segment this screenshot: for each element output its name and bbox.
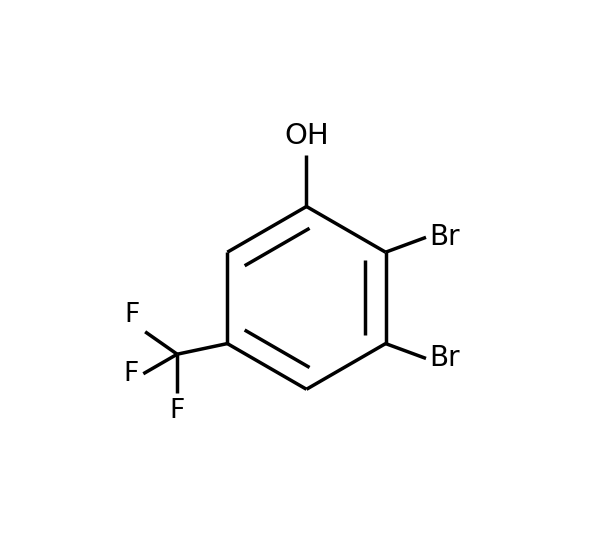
Text: Br: Br [429,224,460,251]
Text: F: F [170,399,185,424]
Text: F: F [123,361,138,387]
Text: Br: Br [429,344,460,373]
Text: OH: OH [284,123,329,150]
Text: F: F [125,302,140,328]
